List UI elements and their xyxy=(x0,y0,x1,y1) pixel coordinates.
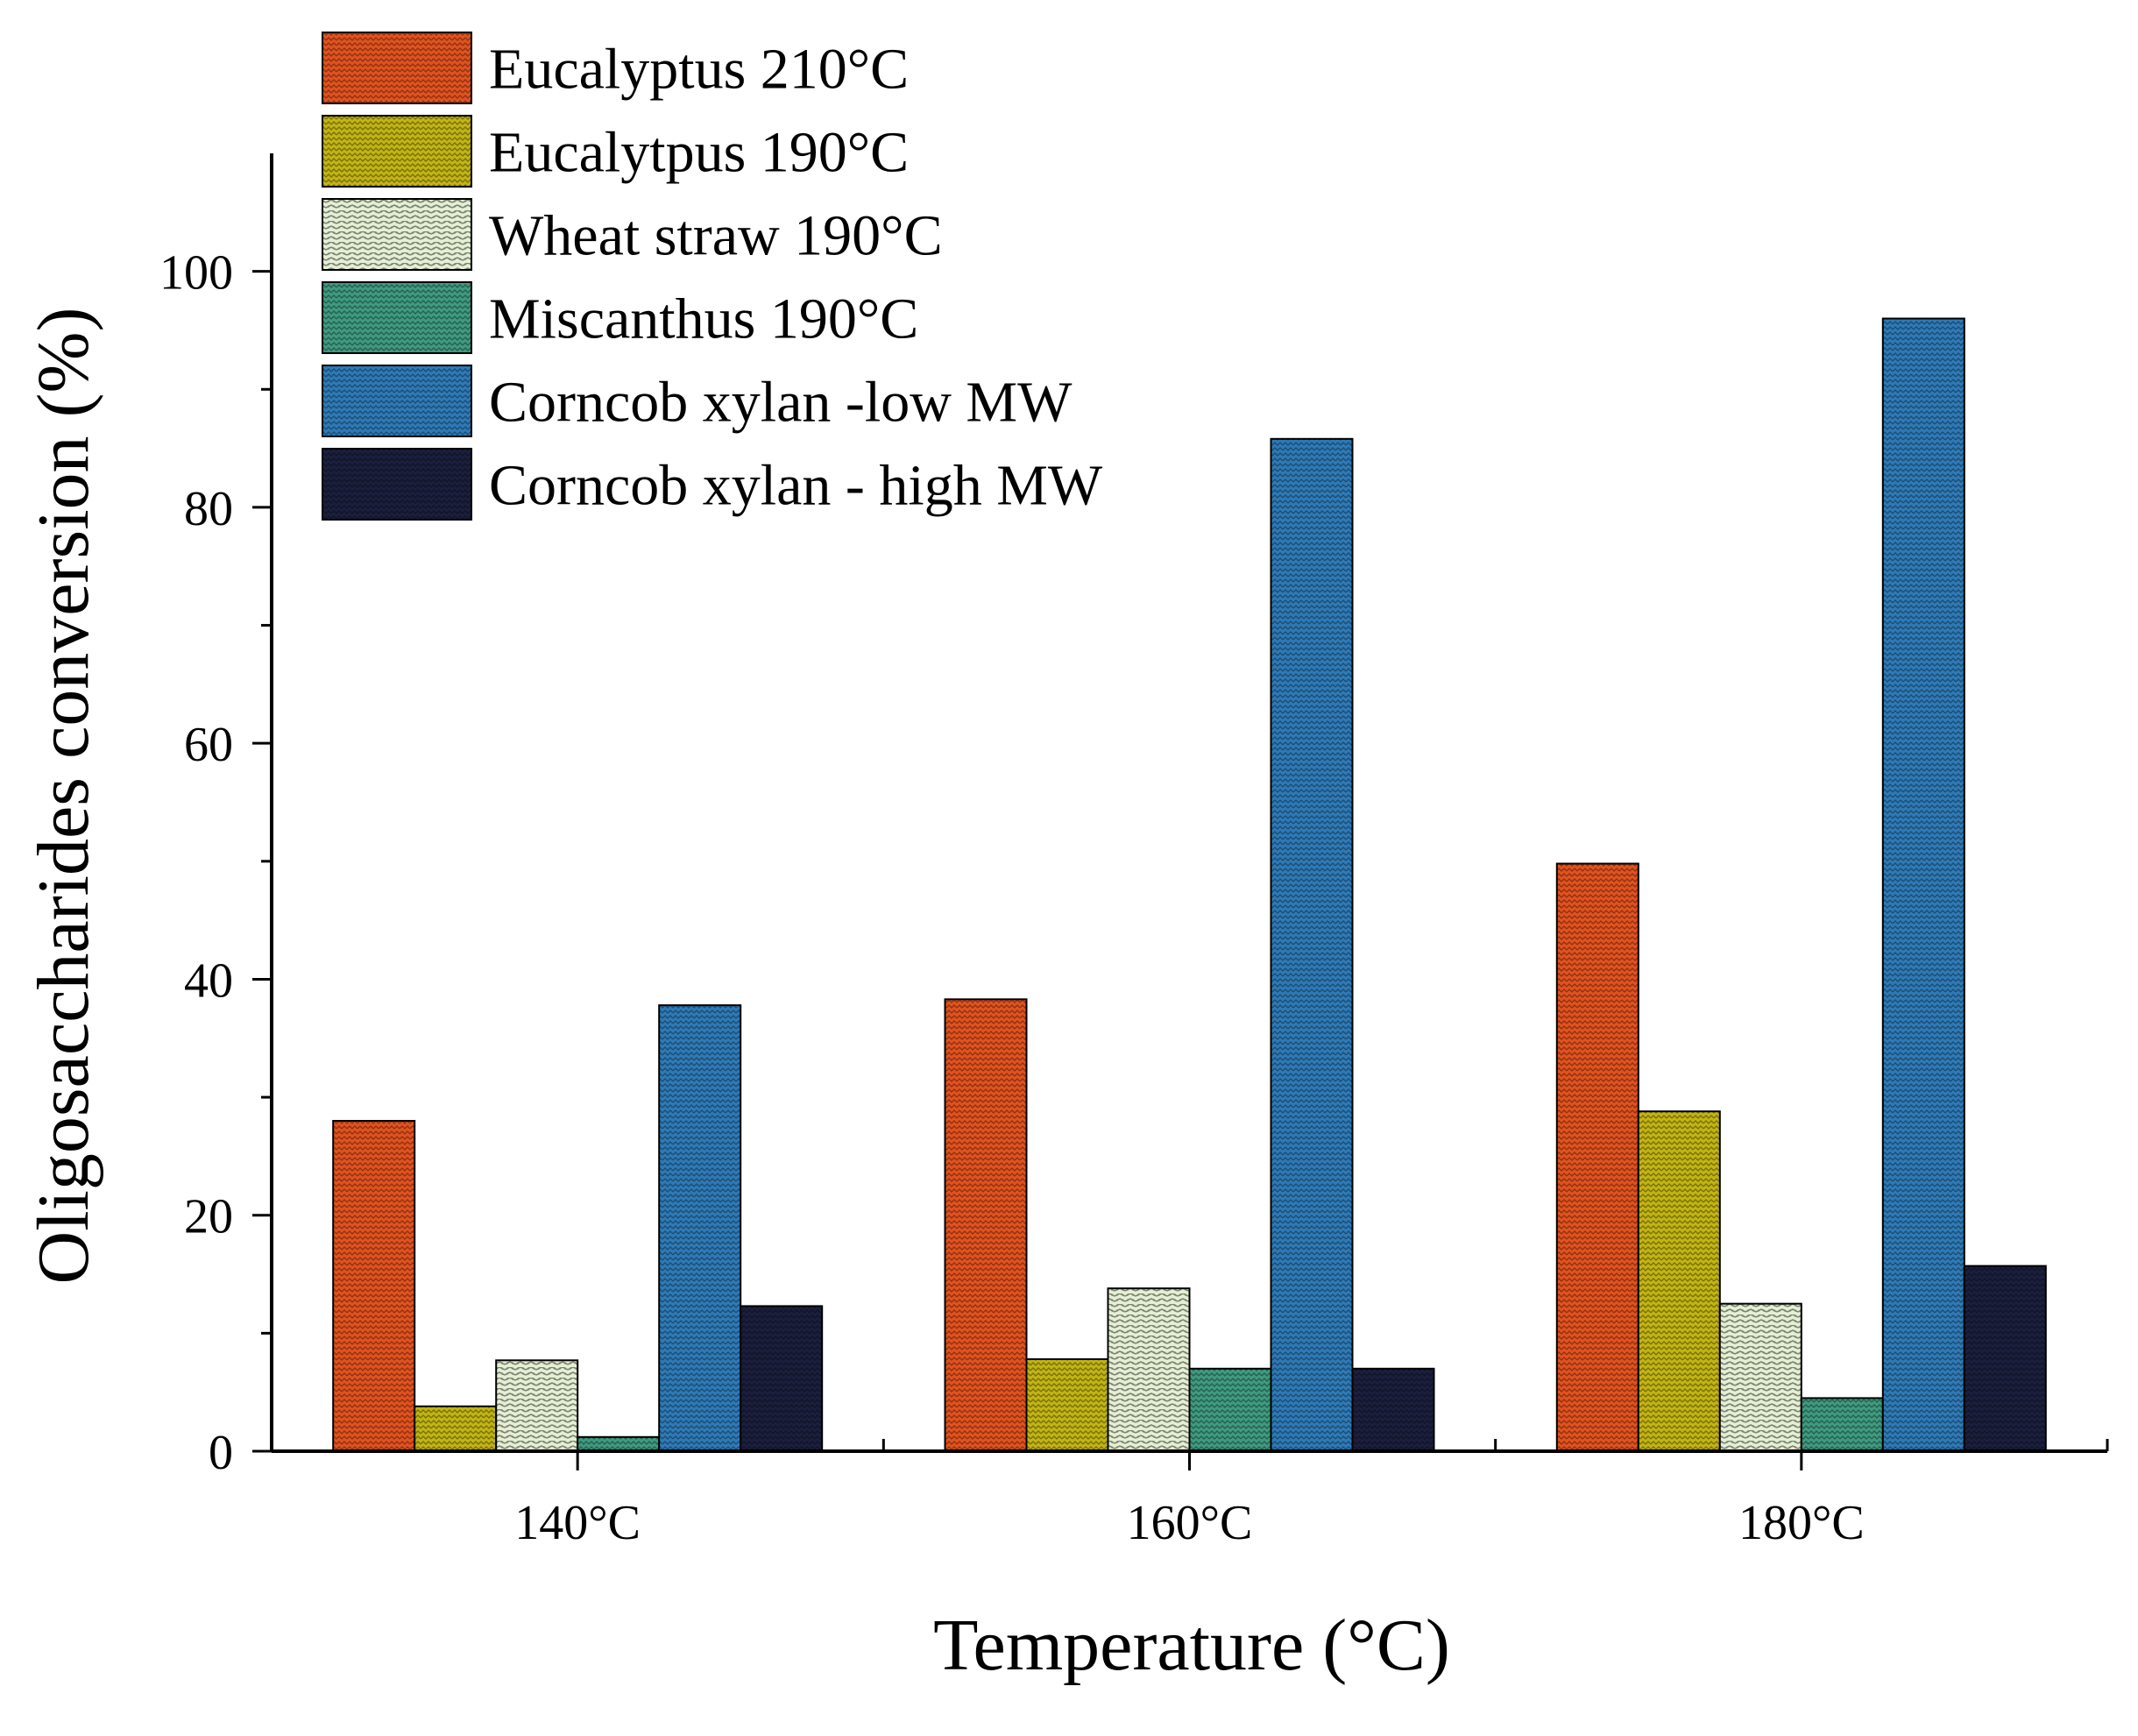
y-tick-label: 40 xyxy=(184,953,233,1008)
legend: Eucalyptus 210°C Eucalytpus 190°C Wheat st… xyxy=(322,32,1103,521)
bar-6-3 xyxy=(1963,1265,2047,1452)
legend-swatch xyxy=(322,198,472,271)
legend-label: Eucalytpus 190°C xyxy=(489,121,909,185)
x-axis-title: Temperature (°C) xyxy=(933,1605,1450,1686)
legend-label: Corncob xylan - high MW xyxy=(489,454,1103,518)
ticks-group: 0 20 40 60 80 100 140°C 160°C 180°C xyxy=(159,246,2109,1550)
legend-swatch xyxy=(322,281,472,354)
bar-4-3 xyxy=(1800,1397,1884,1453)
x-tick-label: 160°C xyxy=(1127,1496,1253,1550)
bar-5-2 xyxy=(1270,437,1354,1452)
legend-swatch xyxy=(322,115,472,188)
bar-1-1 xyxy=(332,1120,416,1452)
bar-6-2 xyxy=(1351,1367,1435,1453)
bar-2-1 xyxy=(414,1405,498,1453)
y-tick-label: 100 xyxy=(159,246,233,301)
y-tick-label: 0 xyxy=(209,1426,233,1480)
legend-swatch xyxy=(322,365,472,437)
y-tick-label: 80 xyxy=(184,482,233,536)
legend-label: Wheat straw 190°C xyxy=(489,204,943,268)
x-tick-label: 180°C xyxy=(1738,1496,1865,1550)
y-axis-title: Oligosaccharides conversion (%) xyxy=(23,308,104,1285)
legend-swatch xyxy=(322,32,472,104)
bar-5-1 xyxy=(658,1004,742,1452)
bar-2-3 xyxy=(1637,1110,1721,1452)
x-tick-label: 140°C xyxy=(514,1496,641,1550)
bar-3-3 xyxy=(1718,1302,1802,1452)
bar-5-3 xyxy=(1881,317,1965,1452)
legend-swatch xyxy=(322,448,472,521)
y-tick-label: 20 xyxy=(184,1190,233,1244)
bar-1-2 xyxy=(944,998,1028,1453)
bars-group xyxy=(332,317,2047,1453)
bar-3-1 xyxy=(495,1359,579,1453)
bar-6-1 xyxy=(740,1305,824,1453)
bar-1-3 xyxy=(1555,862,1639,1452)
legend-label: Miscanthus 190°C xyxy=(489,287,918,351)
bar-2-2 xyxy=(1025,1358,1109,1452)
bar-3-2 xyxy=(1107,1287,1191,1452)
y-tick-label: 60 xyxy=(184,718,233,772)
legend-label: Eucalyptus 210°C xyxy=(489,38,909,102)
bar-4-1 xyxy=(577,1435,661,1453)
bar-4-2 xyxy=(1188,1367,1272,1453)
legend-label: Corncob xylan -low MW xyxy=(489,371,1073,435)
